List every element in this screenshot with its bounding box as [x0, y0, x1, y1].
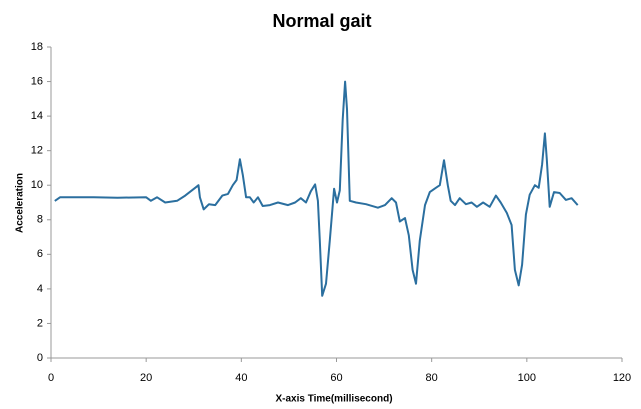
- y-tick-label: 18: [31, 41, 43, 53]
- x-tick-label: 120: [613, 372, 631, 384]
- y-tick-label: 16: [31, 75, 43, 87]
- x-axis-label: X-axis Time(millisecond): [275, 394, 392, 405]
- y-tick-label: 8: [37, 214, 43, 226]
- y-axis-label: Acceleration: [15, 173, 26, 233]
- data-line: [54, 80, 579, 297]
- y-tick-label: 2: [37, 317, 43, 329]
- x-tick-label: 80: [426, 372, 438, 384]
- x-tick-label: 60: [330, 372, 342, 384]
- y-tick-label: 14: [31, 110, 43, 122]
- x-tick-label: 20: [140, 372, 152, 384]
- y-tick-label: 6: [37, 248, 43, 260]
- y-tick-label: 12: [31, 145, 43, 157]
- x-tick-label: 0: [48, 372, 54, 384]
- y-tick-label: 4: [37, 283, 43, 295]
- y-tick-label: 10: [31, 179, 43, 191]
- chart-title: Normal gait: [272, 11, 371, 31]
- y-tick-label: 0: [37, 352, 43, 364]
- x-tick-label: 40: [235, 372, 247, 384]
- x-tick-label: 100: [518, 372, 536, 384]
